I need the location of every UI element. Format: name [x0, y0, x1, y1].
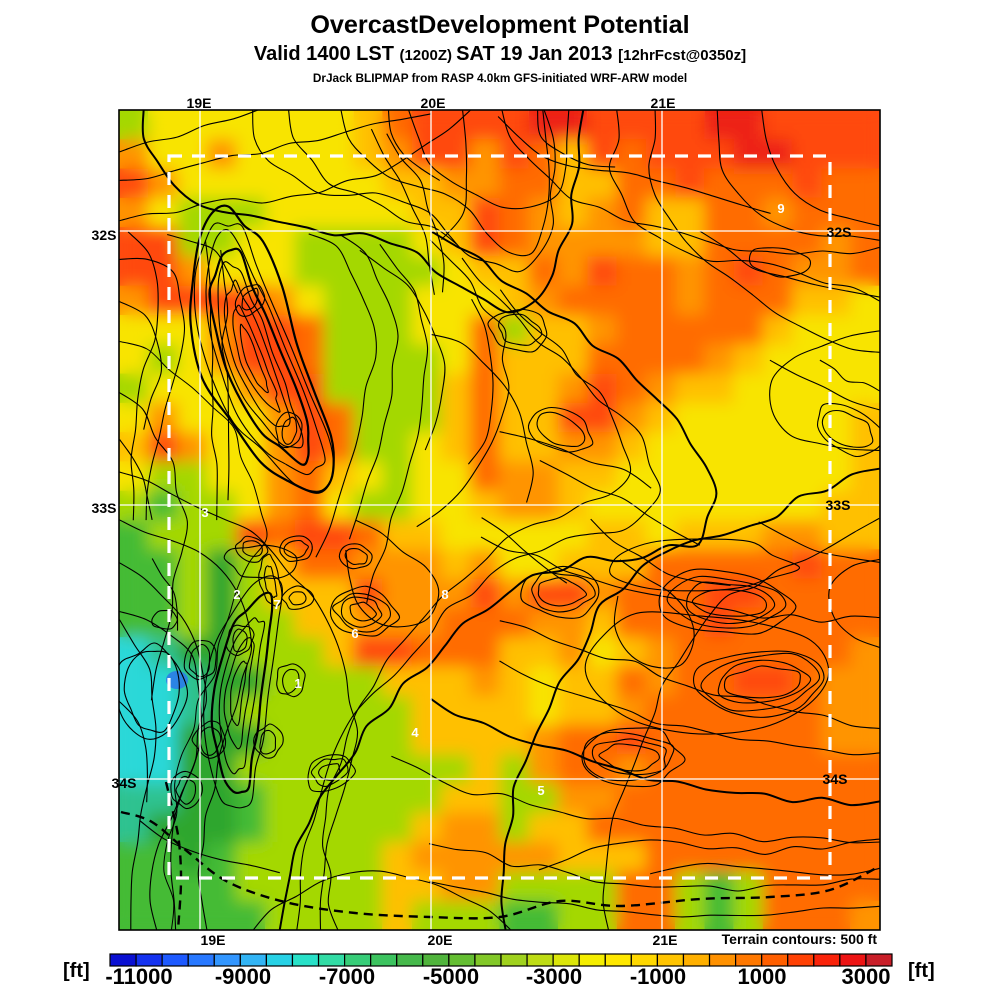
svg-text:3: 3 [201, 505, 208, 520]
svg-text:20E: 20E [421, 95, 446, 111]
svg-text:-7000: -7000 [319, 964, 375, 989]
svg-text:[ft]: [ft] [63, 960, 90, 982]
svg-text:9: 9 [777, 201, 784, 216]
svg-text:[ft]: [ft] [908, 960, 935, 982]
svg-text:33S: 33S [826, 497, 851, 513]
svg-text:-1000: -1000 [630, 964, 686, 989]
svg-text:5: 5 [537, 783, 544, 798]
svg-text:34S: 34S [823, 771, 848, 787]
svg-text:8: 8 [441, 587, 448, 602]
svg-text:21E: 21E [651, 95, 676, 111]
svg-text:34S: 34S [112, 775, 137, 791]
svg-text:7: 7 [273, 597, 280, 612]
svg-text:33S: 33S [92, 500, 117, 516]
svg-text:6: 6 [351, 626, 358, 641]
svg-text:OvercastDevelopment Potential: OvercastDevelopment Potential [310, 11, 689, 39]
svg-text:Terrain contours: 500 ft: Terrain contours: 500 ft [722, 931, 878, 947]
svg-text:DrJack BLIPMAP from RASP 4.0km: DrJack BLIPMAP from RASP 4.0km GFS-initi… [313, 71, 687, 85]
svg-text:19E: 19E [187, 95, 212, 111]
svg-text:-3000: -3000 [526, 964, 582, 989]
svg-text:1000: 1000 [738, 964, 787, 989]
svg-text:-5000: -5000 [423, 964, 479, 989]
svg-text:-9000: -9000 [215, 964, 271, 989]
svg-text:21E: 21E [653, 932, 678, 948]
svg-text:32S: 32S [92, 227, 117, 243]
svg-text:2: 2 [233, 587, 240, 602]
svg-text:1: 1 [294, 676, 301, 691]
svg-text:3000: 3000 [842, 964, 891, 989]
svg-text:20E: 20E [428, 932, 453, 948]
svg-text:4: 4 [411, 725, 419, 740]
svg-text:19E: 19E [201, 932, 226, 948]
svg-text:Valid 1400 LST (1200Z) SAT 19: Valid 1400 LST (1200Z) SAT 19 Jan 2013 [… [254, 43, 746, 65]
svg-text:32S: 32S [827, 224, 852, 240]
svg-text:-11000: -11000 [105, 964, 172, 989]
